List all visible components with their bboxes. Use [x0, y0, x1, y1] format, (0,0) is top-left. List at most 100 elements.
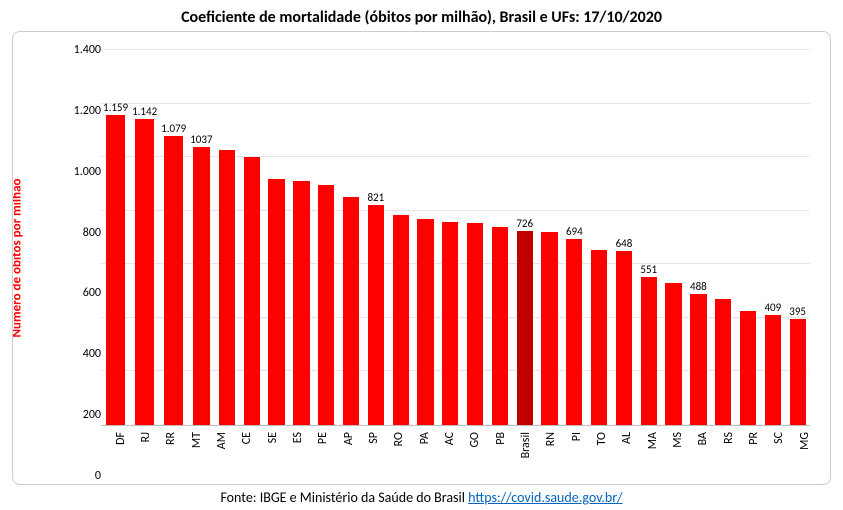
x-tick-label: BA [696, 432, 710, 445]
source-link[interactable]: https://covid.saude.gov.br/ [468, 489, 622, 506]
bar [219, 150, 235, 425]
bar-value-label: 821 [367, 192, 384, 203]
bar-value-label: 726 [516, 218, 533, 229]
bar-value-label: 694 [566, 226, 583, 237]
bar [467, 223, 483, 425]
bar [135, 119, 155, 425]
x-tick-label: PA [418, 432, 432, 444]
bar-slot [341, 50, 362, 425]
x-tick-label: Brasil [519, 432, 533, 458]
bar-slot: 1.159 [103, 50, 128, 425]
bar [293, 181, 309, 425]
bar-slot [713, 50, 734, 425]
x-label-slot: MT [179, 426, 200, 476]
bar [517, 231, 533, 425]
x-label-slot: AP [331, 426, 352, 476]
x-label-slot: RO [382, 426, 403, 476]
x-tick-label: ES [291, 432, 305, 443]
x-label-slot: DF [103, 426, 124, 476]
x-label-slot: MG [787, 426, 808, 476]
bar [343, 197, 359, 425]
x-tick-label: SC [772, 432, 786, 444]
x-tick-label: TO [595, 432, 609, 445]
y-axis-ticks: 1.4001.2001.0008006004002000 [59, 50, 101, 476]
x-label-slot: AL [610, 426, 631, 476]
bar [393, 215, 409, 425]
bar [690, 294, 706, 425]
source-prefix: Fonte: IBGE e Ministério da Saúde do Bra… [220, 489, 468, 506]
x-label-slot: Brasil [508, 426, 529, 476]
bar-value-label: 488 [690, 281, 707, 292]
x-tick-label: RS [722, 432, 736, 444]
x-label-slot: ES [280, 426, 301, 476]
x-tick-label: AM [215, 432, 229, 449]
x-tick-label: MS [671, 432, 685, 448]
x-label-slot: PA [407, 426, 428, 476]
bar [740, 311, 756, 425]
plot-frame: Número de óbitos por milhão 1.4001.2001.… [12, 31, 831, 485]
x-label-slot: PI [559, 426, 580, 476]
x-tick-label: SE [266, 432, 280, 443]
x-label-slot: SP [356, 426, 377, 476]
x-tick-label: MA [646, 432, 660, 449]
bar [616, 251, 632, 425]
x-tick-label: MT [190, 432, 204, 448]
x-label-slot: PR [736, 426, 757, 476]
bar-slot [738, 50, 759, 425]
bar-slot: 821 [365, 50, 386, 425]
x-label-slot: BA [686, 426, 707, 476]
bar-slot [589, 50, 610, 425]
bar-slot: 1037 [190, 50, 212, 425]
x-label-slot: AM [204, 426, 225, 476]
bar-slot [241, 50, 262, 425]
bar-slot: 648 [614, 50, 635, 425]
bar [790, 319, 806, 425]
bar-slot: 551 [638, 50, 659, 425]
x-label-slot: RR [154, 426, 175, 476]
x-tick-label: AP [342, 432, 356, 445]
x-label-slot: CE [230, 426, 251, 476]
x-axis-labels: DFRJRRMTAMCESEESPEAPSPROPAACGOPBBrasilRN… [101, 426, 810, 476]
bar [106, 115, 126, 425]
bar-slot [465, 50, 486, 425]
bar [566, 239, 582, 425]
bar-slot [390, 50, 411, 425]
bar-slot: 395 [787, 50, 808, 425]
x-tick-label: GO [468, 432, 482, 448]
plot-area: 1.1591.1421.0791037821726694648551488409… [101, 50, 810, 476]
bar [765, 315, 781, 425]
bar-slot: 726 [514, 50, 535, 425]
x-tick-label: PE [316, 432, 330, 444]
chart-title: Coeficiente de mortalidade (óbitos por m… [12, 8, 831, 27]
x-label-slot: TO [584, 426, 605, 476]
bar-value-label: 1.142 [132, 106, 157, 117]
bar-slot [291, 50, 312, 425]
bar [641, 277, 657, 425]
bar-value-label: 1.159 [103, 102, 128, 113]
bar-slot [440, 50, 461, 425]
x-tick-label: CE [240, 432, 254, 444]
x-label-slot: SC [762, 426, 783, 476]
x-tick-label: PB [494, 432, 508, 445]
bar [164, 136, 184, 425]
bar [591, 250, 607, 425]
bar [492, 227, 508, 425]
bars-region: 1.1591.1421.0791037821726694648551488409… [101, 50, 810, 426]
bar [318, 185, 334, 425]
bar-slot: 1.142 [132, 50, 157, 425]
x-label-slot: MA [635, 426, 656, 476]
x-label-slot: GO [458, 426, 479, 476]
x-tick-label: PR [747, 432, 761, 445]
x-tick-label: PI [570, 432, 584, 441]
bar-slot: 1.079 [161, 50, 186, 425]
x-tick-label: RJ [139, 432, 153, 442]
bar-slot: 694 [564, 50, 585, 425]
bar-slot [415, 50, 436, 425]
bar-value-label: 395 [789, 306, 806, 317]
bar [268, 179, 284, 425]
x-tick-label: SP [367, 432, 381, 444]
x-tick-label: RR [164, 432, 178, 445]
chart-container: Coeficiente de mortalidade (óbitos por m… [0, 0, 843, 510]
bar-slot [316, 50, 337, 425]
bar [193, 147, 210, 425]
